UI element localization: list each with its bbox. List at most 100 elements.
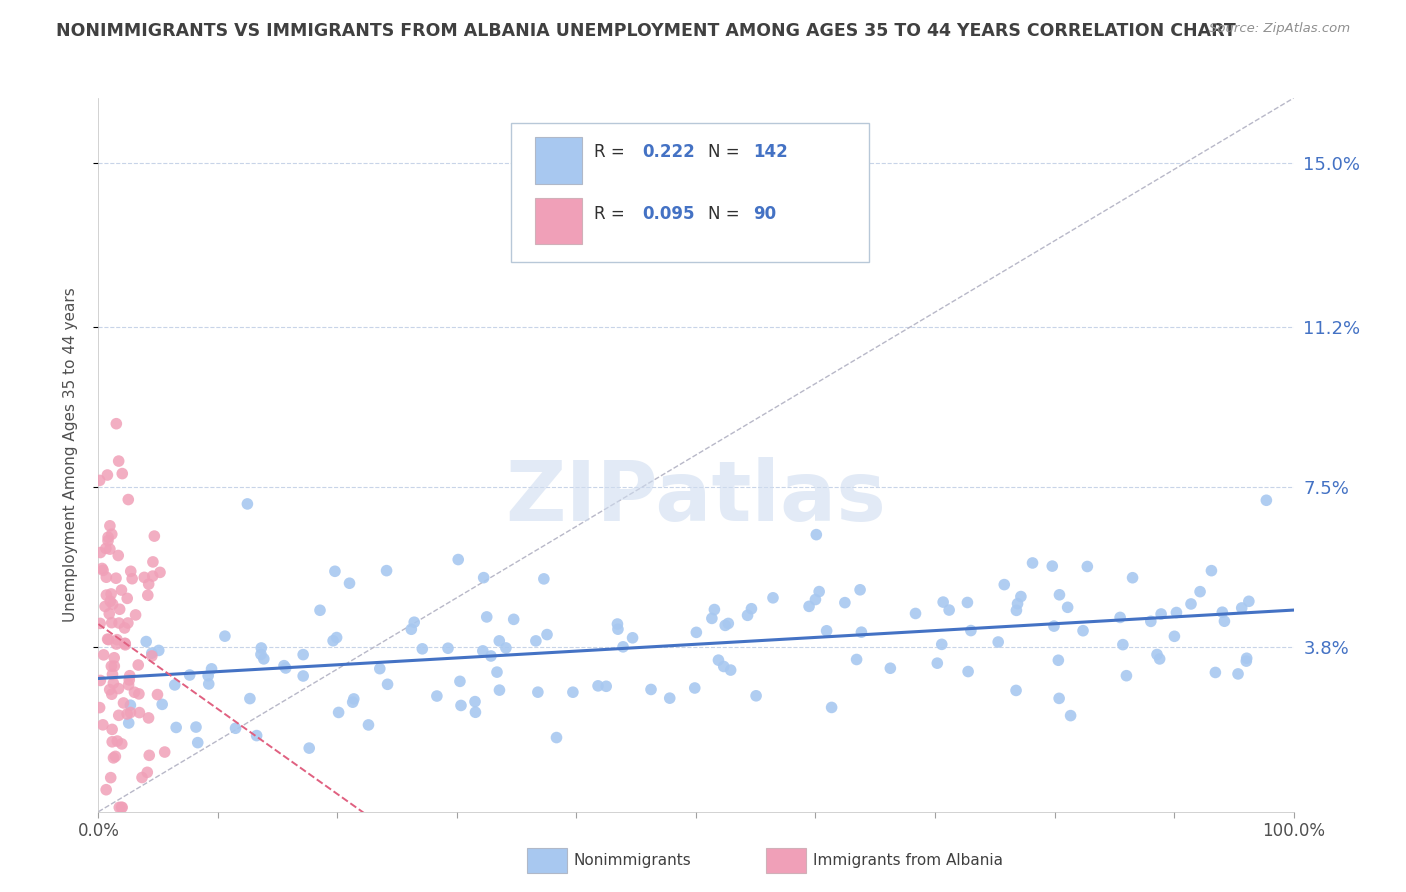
- Point: [273, 658, 295, 673]
- Point: [100, 587, 122, 601]
- Text: R =: R =: [595, 143, 630, 161]
- Point: [740, 601, 762, 615]
- Point: [118, 716, 141, 731]
- Point: [987, 635, 1010, 649]
- Point: [488, 633, 510, 648]
- Point: [197, 669, 219, 683]
- Point: [114, 636, 136, 650]
- Point: [404, 615, 426, 630]
- Point: [309, 603, 332, 617]
- Point: [1115, 668, 1137, 682]
- Point: [464, 705, 486, 719]
- Point: [343, 692, 366, 706]
- Point: [927, 656, 949, 670]
- Point: [1213, 614, 1236, 628]
- Point: [797, 599, 820, 614]
- Point: [292, 648, 315, 662]
- Point: [97, 533, 120, 548]
- Point: [357, 718, 380, 732]
- Point: [472, 571, 495, 585]
- Point: [114, 638, 136, 652]
- Point: [96, 782, 118, 797]
- Point: [94, 599, 117, 614]
- Point: [851, 625, 873, 640]
- Point: [97, 632, 120, 646]
- Point: [91, 718, 114, 732]
- Point: [845, 652, 868, 666]
- Point: [1021, 556, 1043, 570]
- Point: [100, 659, 122, 673]
- Point: [1005, 603, 1028, 617]
- Point: [1163, 629, 1185, 643]
- Point: [97, 530, 120, 544]
- Point: [135, 634, 157, 648]
- Y-axis label: Unemployment Among Ages 35 to 44 years: Unemployment Among Ages 35 to 44 years: [63, 287, 77, 623]
- Point: [250, 648, 273, 662]
- Point: [745, 689, 768, 703]
- Point: [128, 706, 150, 720]
- Point: [1230, 601, 1253, 615]
- Point: [488, 683, 510, 698]
- Point: [595, 679, 617, 693]
- Point: [527, 685, 550, 699]
- Point: [612, 640, 634, 654]
- Point: [993, 577, 1015, 591]
- Point: [1071, 624, 1094, 638]
- Point: [292, 669, 315, 683]
- Point: [717, 616, 740, 631]
- Point: [91, 563, 114, 577]
- Point: [117, 678, 139, 692]
- Point: [115, 591, 138, 606]
- Point: [1204, 665, 1226, 680]
- Text: N =: N =: [709, 143, 745, 161]
- Point: [1122, 571, 1144, 585]
- Point: [932, 595, 955, 609]
- Point: [713, 659, 735, 673]
- Point: [101, 735, 124, 749]
- Point: [450, 698, 472, 713]
- Point: [111, 467, 134, 481]
- Point: [437, 641, 460, 656]
- Point: [561, 685, 583, 699]
- Point: [97, 632, 120, 647]
- Text: 0.222: 0.222: [643, 143, 695, 161]
- Point: [93, 648, 115, 662]
- Point: [110, 800, 132, 814]
- Point: [375, 564, 398, 578]
- Point: [105, 632, 128, 647]
- Point: [143, 529, 166, 543]
- Point: [187, 736, 209, 750]
- Point: [214, 629, 236, 643]
- Point: [1112, 638, 1135, 652]
- Point: [274, 661, 297, 675]
- Point: [703, 602, 725, 616]
- Point: [120, 564, 142, 578]
- Point: [114, 621, 136, 635]
- Text: ZIPatlas: ZIPatlas: [506, 458, 886, 538]
- Point: [120, 698, 142, 713]
- Point: [1166, 606, 1188, 620]
- Point: [253, 652, 276, 666]
- Point: [707, 653, 730, 667]
- Point: [1010, 590, 1032, 604]
- Point: [96, 588, 118, 602]
- FancyBboxPatch shape: [510, 123, 869, 262]
- Point: [111, 737, 134, 751]
- Point: [246, 729, 269, 743]
- Point: [342, 695, 364, 709]
- Point: [142, 569, 165, 583]
- Point: [108, 602, 131, 616]
- Point: [1040, 559, 1063, 574]
- Point: [1150, 607, 1173, 621]
- Point: [101, 597, 124, 611]
- Point: [804, 592, 827, 607]
- Text: 0.095: 0.095: [643, 205, 695, 223]
- Point: [107, 708, 129, 723]
- Point: [111, 800, 134, 814]
- Point: [115, 706, 138, 721]
- Point: [1005, 683, 1028, 698]
- Point: [607, 622, 630, 636]
- Point: [1140, 615, 1163, 629]
- Point: [134, 570, 156, 584]
- Point: [107, 681, 129, 696]
